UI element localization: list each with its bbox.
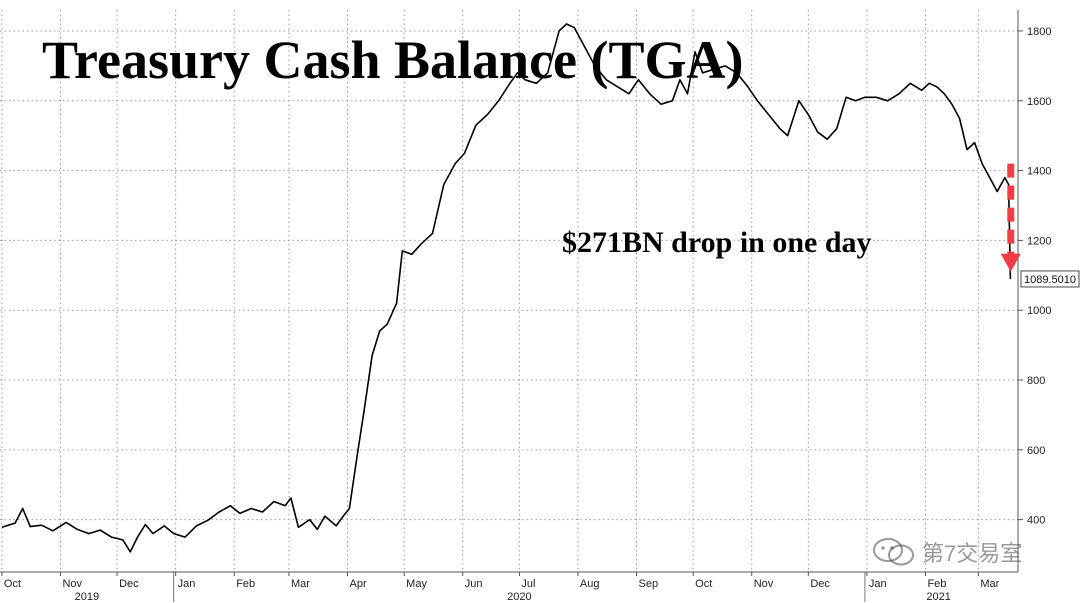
x-tick-label: Jul [521, 578, 535, 590]
last-value-tag: 1089.5010 [1020, 270, 1080, 288]
wechat-logo-icon [873, 538, 914, 566]
x-tick-label: Nov [754, 578, 774, 590]
x-tick-label: Jun [465, 578, 483, 590]
x-year-label: 2019 [75, 591, 99, 603]
y-tick-label: 1200 [1027, 235, 1051, 247]
x-tick-label: Apr [350, 578, 367, 590]
x-tick-label: Nov [62, 578, 82, 590]
watermark: 第7交易室 [872, 536, 1022, 568]
chart-title: Treasury Cash Balance (TGA) [42, 30, 744, 90]
y-tick-label: 800 [1027, 375, 1045, 387]
arrow-head [1000, 253, 1021, 272]
watermark-text: 第7交易室 [922, 541, 1023, 566]
y-tick-label: 1000 [1027, 305, 1051, 317]
y-tick-label: 1400 [1027, 166, 1051, 178]
x-tick-label: Oct [695, 578, 712, 590]
series-line [1, 23, 1012, 553]
x-tick-label: Dec [119, 578, 139, 590]
axes: 400 600 800 1000 1200 1400 1600 1800 Oct Nov Dec Ja… [0, 10, 1051, 603]
x-tick-label: Jan [178, 578, 196, 590]
drop-arrow [1000, 163, 1021, 272]
last-value-label: 1089.5010 [1024, 274, 1076, 286]
y-tick-label: 1800 [1027, 26, 1051, 38]
x-tick-label: Mar [291, 578, 310, 590]
x-year-label: 2020 [507, 591, 531, 603]
x-tick-label: Feb [236, 578, 255, 590]
last-value-box [1020, 270, 1080, 288]
x-tick-label: Feb [927, 578, 946, 590]
x-tick-label: Dec [810, 578, 830, 590]
y-tick-label: 1600 [1027, 96, 1051, 108]
drop-annotation: $271BN drop in one day [562, 226, 872, 259]
x-year-label: 2021 [926, 591, 950, 603]
x-tick-label: Jan [869, 578, 887, 590]
y-tick-label: 400 [1027, 515, 1045, 527]
x-tick-label: May [406, 578, 427, 590]
grid-lines [0, 10, 1018, 572]
y-tick-label: 600 [1027, 445, 1045, 457]
x-tick-label: Mar [980, 578, 999, 590]
x-tick-label: Sep [638, 578, 658, 590]
x-tick-label: Oct [4, 578, 21, 590]
x-tick-label: Aug [580, 578, 600, 590]
